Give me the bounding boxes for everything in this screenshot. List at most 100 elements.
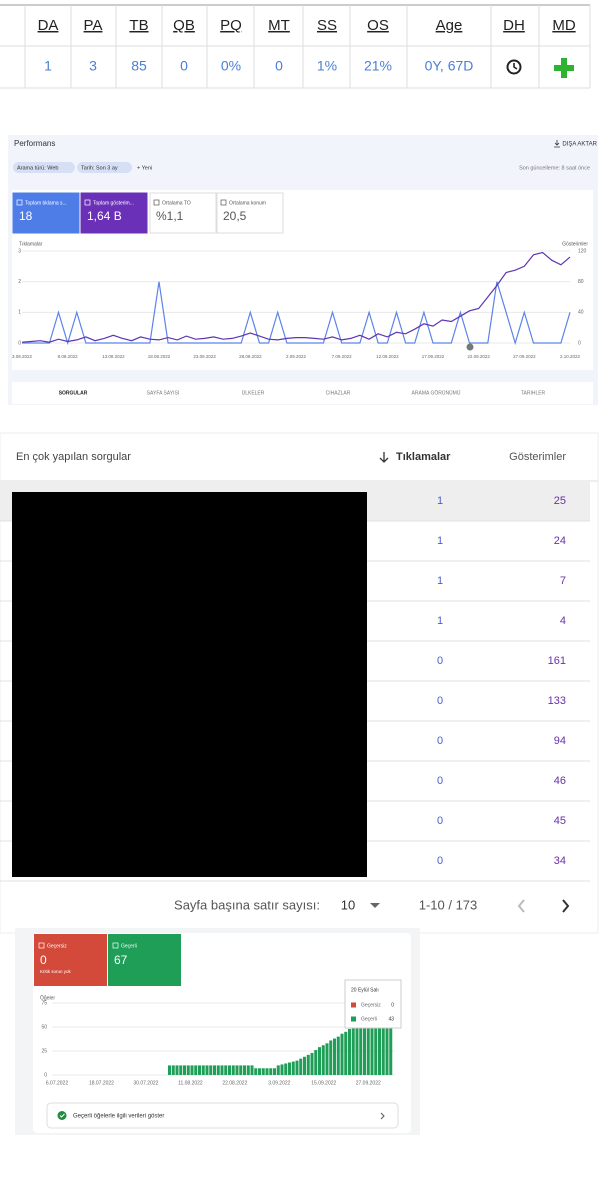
next-page[interactable]	[562, 899, 570, 913]
bar	[351, 1025, 355, 1075]
last-updated: Son güncelleme: 8 saat önce	[519, 165, 590, 171]
bar	[374, 1013, 378, 1075]
bar	[179, 1065, 183, 1075]
rows-per-page-label: Sayfa başına satır sayısı:	[174, 897, 320, 912]
bar	[198, 1065, 201, 1075]
metric-card[interactable]	[12, 192, 80, 234]
bar	[378, 1012, 381, 1075]
metric-card[interactable]	[80, 192, 148, 234]
tab[interactable]: ARAMA GÖRÜNÜMÜ	[412, 389, 461, 396]
bar	[220, 1065, 224, 1075]
y-tick-label: 0	[18, 340, 21, 346]
metric-label: Ortalama konum	[229, 200, 266, 206]
series-line	[22, 281, 571, 346]
bar	[333, 1038, 336, 1075]
seo-header: DA	[38, 17, 59, 34]
y-tick-label: 3	[18, 248, 21, 254]
bar	[175, 1065, 179, 1075]
metric-card[interactable]	[149, 192, 217, 234]
clicks-cell: 0	[437, 855, 443, 867]
bar	[381, 1011, 385, 1075]
new-filter[interactable]: + Yeni	[137, 165, 152, 171]
tab[interactable]: TARIHLER	[521, 390, 546, 396]
bar	[209, 1065, 213, 1075]
filter-chip[interactable]	[13, 162, 75, 173]
bar	[246, 1065, 250, 1075]
export-button[interactable]: DIŞA AKTAR	[562, 142, 597, 148]
metric-card[interactable]	[216, 192, 284, 234]
bar	[213, 1065, 216, 1075]
bar	[258, 1068, 261, 1075]
status-card[interactable]	[108, 934, 181, 986]
seo-value: 1	[44, 58, 52, 74]
queries-header: En çok yapılan sorgular	[16, 451, 131, 463]
seo-header: OS	[367, 17, 389, 34]
seo-value: 1%	[317, 58, 337, 74]
tooltip-swatch	[351, 1016, 356, 1022]
tab[interactable]: SORGULAR	[59, 390, 88, 396]
x-tick-label: 18.08.2022	[148, 354, 171, 359]
metric-value: 1,64 B	[87, 209, 122, 223]
tab[interactable]: CIHAZLAR	[326, 390, 351, 396]
bar	[168, 1065, 171, 1075]
seo-header: QB	[173, 17, 195, 34]
dropdown-arrow[interactable]	[370, 903, 380, 908]
prev-page[interactable]	[517, 899, 525, 913]
details-link[interactable]: Geçerli öğelerle ilgili verileri göster	[73, 1114, 164, 1120]
x-tick-label: 7.09.2022	[332, 354, 353, 359]
seo-value: 0	[275, 58, 283, 74]
bar	[359, 1019, 363, 1075]
queries-header: Tıklamalar	[396, 451, 451, 463]
metric-checkbox	[84, 199, 91, 206]
add-icon[interactable]	[554, 65, 574, 71]
impressions-cell: 161	[548, 655, 566, 667]
seo-value: 21%	[364, 58, 392, 74]
seo-header: MD	[552, 17, 575, 34]
x-tick-label: 13.08.2022	[102, 354, 125, 359]
rows-per-page[interactable]: 10	[341, 897, 355, 912]
status-card[interactable]	[34, 934, 107, 986]
tooltip-value: 43	[388, 1016, 394, 1022]
bar	[269, 1068, 273, 1075]
bar	[194, 1065, 198, 1075]
y-tick-label: 0	[44, 1072, 47, 1078]
clicks-cell: 1	[437, 535, 443, 547]
seo-header: SS	[317, 17, 337, 34]
bar	[340, 1033, 344, 1075]
y-tick-label: 50	[41, 1024, 47, 1030]
bar	[201, 1065, 205, 1075]
x-tick-label: 12.09.2022	[376, 354, 399, 359]
impressions-cell: 24	[554, 535, 566, 547]
x-tick-label: 27.09.2022	[356, 1080, 381, 1086]
y-tick-label: 25	[41, 1048, 47, 1054]
bar	[321, 1045, 325, 1075]
x-tick-label: 27.09.2022	[513, 354, 536, 359]
tooltip-swatch	[351, 1002, 356, 1008]
bar	[261, 1068, 265, 1075]
seo-header: PA	[84, 17, 103, 34]
metric-value: 18	[19, 209, 33, 223]
annotation-marker	[466, 343, 474, 351]
bar	[190, 1065, 194, 1075]
details-link-box[interactable]	[46, 1102, 399, 1129]
sort-arrow	[379, 452, 389, 463]
seo-value: 0%	[221, 58, 241, 74]
check-icon	[57, 1111, 67, 1120]
tooltip-label: Geçerli	[361, 1016, 377, 1022]
clicks-cell: 1	[437, 575, 443, 587]
filter-chip-label[interactable]: Arama türü: Web	[17, 165, 58, 171]
panel-title: Performans	[14, 139, 55, 148]
metric-checkbox	[153, 199, 160, 206]
metric-checkbox	[16, 199, 23, 206]
tab[interactable]: ÜLKELER	[242, 389, 265, 396]
seo-value: 3	[89, 58, 97, 74]
bar	[306, 1054, 310, 1075]
x-tick-label: 23.08.2022	[193, 354, 216, 359]
x-tick-label: 30.07.2022	[133, 1080, 158, 1086]
filter-chip-label[interactable]: Tarih: Son 3 ay	[81, 165, 118, 171]
impressions-cell: 45	[554, 815, 566, 827]
impressions-cell: 7	[560, 575, 566, 587]
bar	[291, 1061, 295, 1075]
filter-chip[interactable]	[77, 162, 132, 173]
tab[interactable]: SAYFA SAYISI	[147, 390, 180, 396]
